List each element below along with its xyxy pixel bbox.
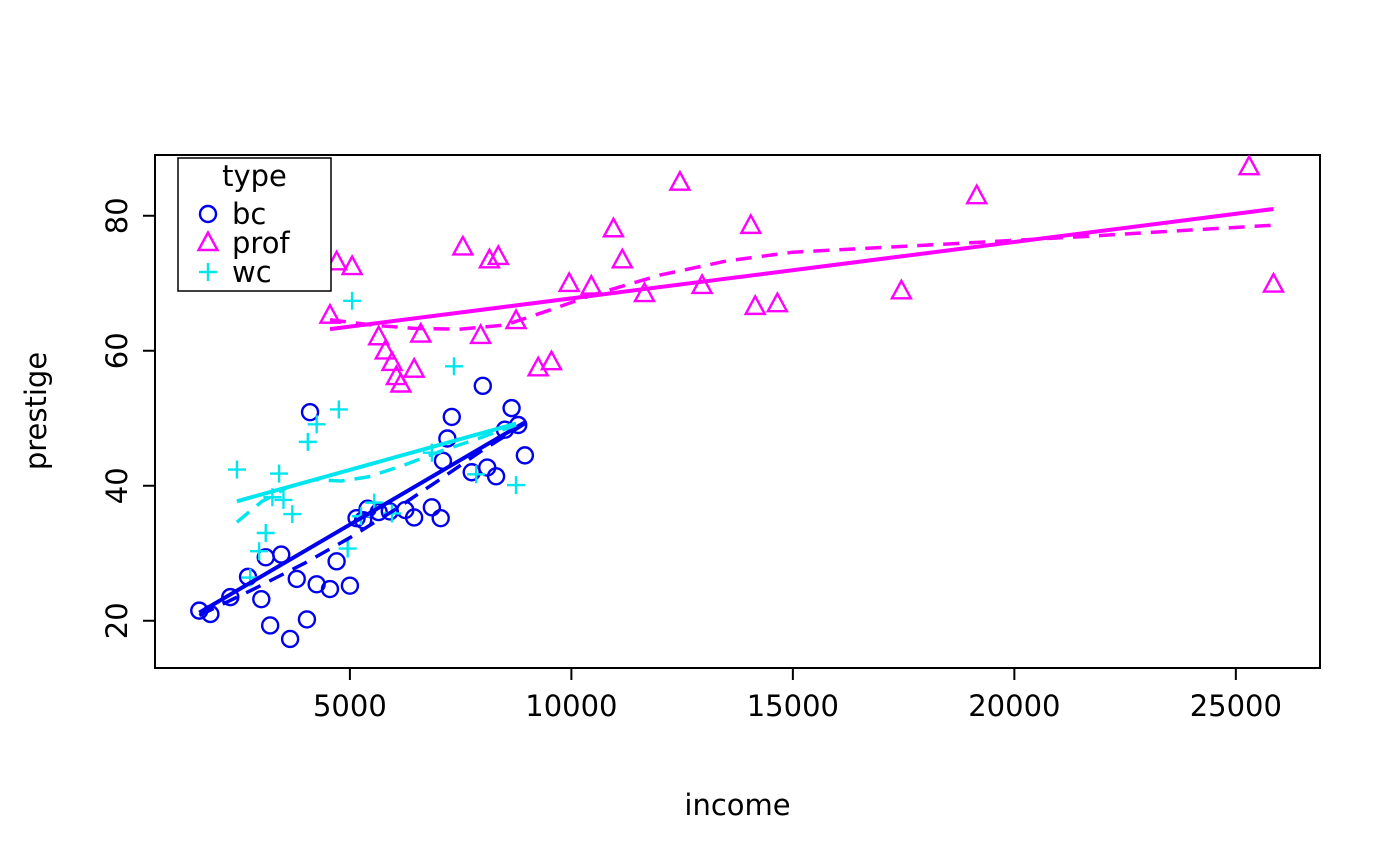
triangle-marker (889, 278, 913, 300)
circle-marker (431, 508, 450, 528)
circle-marker (486, 467, 506, 486)
triangle-marker (601, 216, 625, 238)
triangle-marker (557, 270, 581, 293)
legend-box (177, 157, 332, 292)
triangle-marker (373, 338, 397, 360)
triangle-marker (340, 254, 364, 276)
circle-marker (502, 398, 521, 418)
x-tick-label: 15000 (747, 689, 839, 723)
circle-marker (320, 579, 340, 599)
triangle-marker (1237, 154, 1261, 176)
triangle-marker (380, 349, 404, 372)
series-wc (227, 291, 526, 587)
x-tick-label: 10000 (525, 689, 617, 723)
y-tick-label: 60 (100, 332, 134, 369)
y-tick-label: 40 (100, 467, 134, 504)
triangle-marker (196, 229, 220, 252)
circle-marker (422, 498, 442, 517)
circle-marker (404, 508, 424, 527)
circle-marker (327, 552, 346, 571)
triangle-marker (469, 322, 493, 345)
triangle-marker (409, 321, 433, 343)
prof-solid-line (329, 207, 1274, 332)
y-tick-label: 20 (100, 602, 134, 639)
x-tick-label: 20000 (968, 689, 1060, 723)
x-tick-label: 5000 (313, 689, 387, 723)
triangle-marker (765, 291, 789, 313)
legend-label: prof (232, 226, 290, 260)
legend-title: type (222, 159, 287, 193)
legend-label: wc (232, 255, 272, 289)
x-tick-label: 25000 (1190, 689, 1282, 723)
wc-solid-line (236, 421, 517, 504)
triangle-marker (965, 183, 989, 205)
triangle-marker (743, 293, 767, 316)
circle-marker (473, 376, 492, 396)
bc-solid-line (198, 420, 526, 615)
triangle-marker (526, 355, 550, 377)
circle-marker (260, 616, 280, 635)
x-axis-label: income (684, 788, 791, 822)
triangle-marker (610, 247, 634, 269)
legend-label: bc (232, 197, 266, 231)
wc-dashed-line (235, 423, 517, 524)
series-prof (318, 154, 1286, 393)
triangle-marker (402, 356, 426, 378)
circle-marker (280, 629, 300, 649)
circle-marker (198, 204, 218, 224)
triangle-marker (632, 281, 656, 303)
triangle-marker (539, 349, 563, 371)
y-tick-label: 80 (100, 197, 134, 234)
triangle-marker (1261, 271, 1286, 293)
triangle-marker (367, 324, 391, 346)
prof-dashed-line (329, 223, 1274, 331)
triangle-marker (579, 273, 603, 295)
circle-marker (340, 576, 360, 595)
circle-marker (297, 610, 317, 629)
bc-dashed-line (198, 422, 526, 617)
triangle-marker (451, 234, 475, 256)
triangle-marker (486, 243, 510, 266)
triangle-marker (318, 302, 342, 324)
triangle-marker (477, 247, 501, 269)
triangle-marker (739, 212, 763, 235)
triangle-marker (325, 249, 349, 271)
circle-marker (515, 446, 535, 465)
triangle-marker (389, 371, 413, 393)
plot-border (154, 154, 1321, 669)
circle-marker (287, 569, 306, 589)
circle-marker (442, 407, 461, 427)
y-axis-label: prestige (19, 351, 53, 471)
circle-marker (300, 402, 320, 422)
circle-marker (252, 589, 271, 609)
triangle-marker (668, 169, 692, 191)
